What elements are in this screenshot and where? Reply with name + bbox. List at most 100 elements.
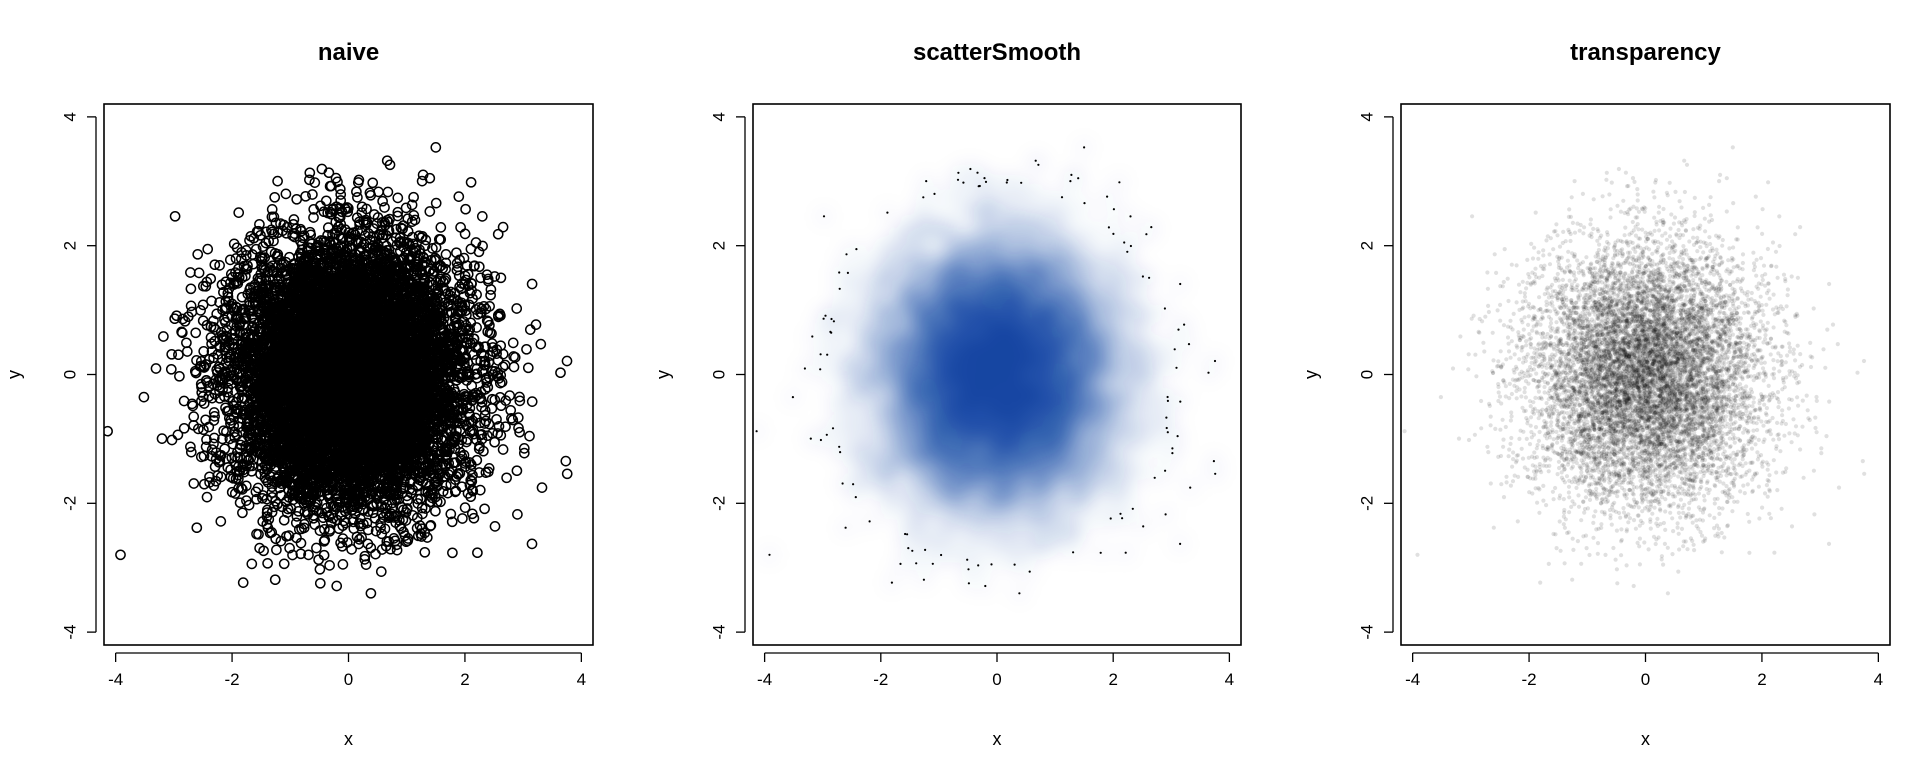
data-point [352,192,363,203]
data-point [158,331,169,342]
data-point [478,300,490,312]
data-point [346,544,357,555]
data-point [169,210,181,222]
data-point [479,503,490,515]
data-point [451,264,463,276]
data-point [204,471,215,483]
data-point [193,267,205,279]
data-point [166,434,178,446]
y-axis-label: y [4,370,24,379]
data-point [314,577,326,589]
data-point [337,559,349,570]
data-point [197,299,209,311]
data-point [269,191,281,203]
data-point [246,311,258,323]
data-point [367,177,379,189]
data-point [476,365,488,377]
data-point [251,528,262,540]
data-point [181,337,192,349]
data-point [407,238,419,250]
scatter-points [104,142,573,599]
data-point [208,415,220,426]
data-point [514,426,525,438]
data-point [250,486,262,498]
x-axis-label: x [344,729,353,749]
data-point [222,386,233,398]
data-point [191,522,203,534]
data-point [505,404,517,416]
data-point [290,517,302,529]
data-point [209,411,220,422]
data-point [459,228,471,240]
data-point [335,189,347,200]
data-point [104,425,113,437]
data-point [156,433,168,444]
data-point [185,267,196,278]
data-point [355,520,367,532]
data-point [512,412,524,423]
data-point [295,548,307,560]
data-point [254,218,265,230]
data-point [198,424,209,436]
data-point [522,362,534,374]
data-point [494,377,506,389]
data-point [268,228,280,240]
data-point [202,243,214,255]
data-point [466,508,478,520]
data-point [497,444,509,455]
data-point [485,284,497,295]
data-point [507,414,519,426]
data-point [287,549,298,561]
data-point [198,345,210,357]
data-point [218,425,229,437]
data-point [230,253,242,264]
data-point [228,238,240,250]
data-point [178,422,190,434]
data-point [465,491,477,503]
data-point [241,495,252,506]
data-point [237,507,248,519]
data-point [424,206,436,217]
data-point [408,191,419,203]
data-point [526,538,538,550]
data-point [181,346,193,357]
data-point [426,467,437,479]
data-point [375,566,387,577]
data-point [221,405,233,417]
data-point [392,210,403,222]
data-point [304,174,315,186]
data-point [215,516,227,527]
data-point [479,418,490,429]
data-point [246,558,258,570]
data-point [354,534,365,545]
data-point [341,202,353,213]
data-point [400,202,412,214]
data-point [185,300,197,312]
data-point [308,203,320,215]
data-point [291,511,303,522]
data-point [392,192,404,204]
data-point [172,429,184,441]
data-point [446,516,458,528]
data-point [223,412,235,424]
data-point [526,396,538,407]
data-point [560,455,572,467]
data-point [197,315,209,327]
data-point [331,580,343,592]
data-point [304,167,316,179]
data-point [481,269,493,281]
data-point [190,327,202,339]
data-point [365,587,377,599]
data-point [280,188,292,200]
data-point [319,524,330,535]
data-point [467,469,478,481]
data-point [508,361,520,373]
data-point [477,240,488,252]
data-point [177,313,189,325]
data-point [214,260,225,271]
data-point [526,278,538,290]
data-point [406,199,418,211]
data-point [115,549,126,561]
data-point [473,261,485,273]
